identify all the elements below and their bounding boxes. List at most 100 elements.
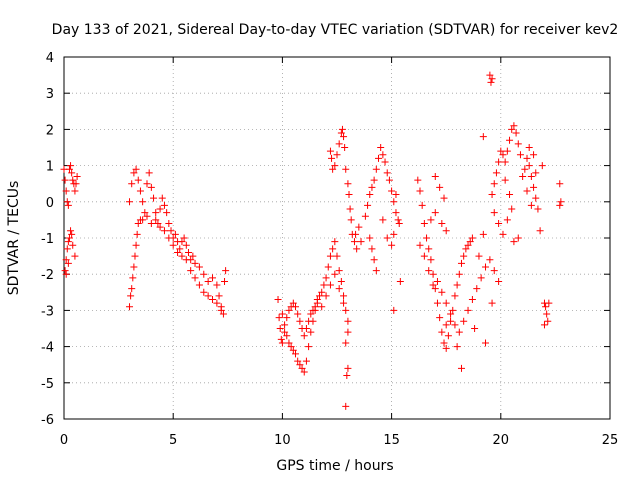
data-point xyxy=(388,241,396,249)
data-point xyxy=(544,317,552,325)
data-point xyxy=(342,306,350,314)
data-point xyxy=(343,372,351,380)
data-point xyxy=(276,325,284,332)
data-point xyxy=(340,299,348,307)
data-point xyxy=(366,191,374,199)
y-tick-label: 0 xyxy=(46,196,54,211)
data-point xyxy=(368,245,376,253)
data-point xyxy=(313,296,321,304)
data-point xyxy=(416,241,424,249)
data-point xyxy=(341,144,349,151)
data-point xyxy=(556,201,564,209)
data-point xyxy=(436,183,444,191)
y-tick-label: 4 xyxy=(46,51,54,66)
data-point xyxy=(200,288,208,296)
y-tick-label: -1 xyxy=(41,232,54,247)
data-point xyxy=(490,267,498,275)
data-point xyxy=(460,252,468,260)
data-point xyxy=(213,281,221,289)
data-point xyxy=(525,144,533,151)
data-point xyxy=(134,220,142,228)
data-point xyxy=(127,292,135,300)
x-tick-label: 25 xyxy=(602,433,619,448)
data-point xyxy=(335,285,343,293)
y-tick-label: -2 xyxy=(41,268,54,283)
data-point xyxy=(221,277,229,285)
data-point xyxy=(64,259,72,267)
data-point xyxy=(165,220,173,228)
data-point xyxy=(305,317,313,325)
axis-ticks: 0 5 10 15 20 25 -6 -5 -4 -3 -2 -1 0 1 2 3 4 xyxy=(41,51,618,448)
data-point xyxy=(536,227,544,235)
data-point xyxy=(545,299,553,307)
data-point xyxy=(302,357,310,365)
data-point xyxy=(433,299,441,307)
data-point xyxy=(425,245,433,253)
data-point xyxy=(187,267,195,275)
data-point xyxy=(473,285,481,293)
data-point xyxy=(338,125,346,133)
data-point xyxy=(128,180,136,188)
data-point xyxy=(209,274,217,282)
data-point xyxy=(442,227,450,235)
data-point xyxy=(510,238,518,246)
data-point xyxy=(495,220,503,228)
data-point xyxy=(191,274,199,282)
data-point xyxy=(457,259,465,267)
data-point xyxy=(283,314,291,322)
data-point xyxy=(342,402,350,410)
data-point xyxy=(482,339,490,347)
data-point xyxy=(318,288,326,296)
data-point xyxy=(176,245,184,253)
data-point xyxy=(139,198,147,206)
data-point xyxy=(281,328,289,336)
data-point xyxy=(464,306,472,314)
data-point xyxy=(353,245,361,253)
data-point xyxy=(150,194,158,202)
data-points xyxy=(60,71,565,410)
y-axis-label: SDTVAR / TECUs xyxy=(6,181,22,296)
data-point xyxy=(71,252,79,260)
data-point xyxy=(490,209,498,217)
data-point xyxy=(366,234,374,242)
data-point xyxy=(557,198,565,206)
data-point xyxy=(390,198,398,206)
data-point xyxy=(285,306,293,314)
data-point xyxy=(126,198,134,206)
data-point xyxy=(337,277,345,285)
data-point xyxy=(300,368,308,376)
y-tick-label: 2 xyxy=(46,123,54,138)
data-point xyxy=(129,274,137,282)
data-point xyxy=(160,201,168,209)
data-point xyxy=(217,306,225,314)
data-point xyxy=(184,248,192,256)
data-point xyxy=(68,230,76,238)
data-point xyxy=(333,252,341,260)
data-point xyxy=(527,201,535,209)
data-point xyxy=(322,274,330,282)
data-point xyxy=(335,140,343,148)
data-point xyxy=(128,285,136,293)
data-point xyxy=(534,205,542,213)
data-point xyxy=(130,263,138,271)
data-point xyxy=(372,165,380,173)
data-point xyxy=(167,227,175,235)
data-point xyxy=(65,234,73,242)
data-point xyxy=(462,245,470,253)
data-point xyxy=(345,191,353,199)
data-point xyxy=(383,169,391,177)
data-point xyxy=(337,129,345,137)
data-point xyxy=(294,310,302,318)
data-point xyxy=(72,180,80,188)
data-point xyxy=(305,343,313,351)
data-point xyxy=(499,230,507,238)
data-point xyxy=(527,172,535,180)
data-point xyxy=(490,180,498,188)
y-tick-label: 3 xyxy=(46,87,54,102)
data-point xyxy=(73,172,81,180)
data-point xyxy=(538,162,546,170)
data-point xyxy=(447,317,455,325)
data-point xyxy=(361,212,369,220)
